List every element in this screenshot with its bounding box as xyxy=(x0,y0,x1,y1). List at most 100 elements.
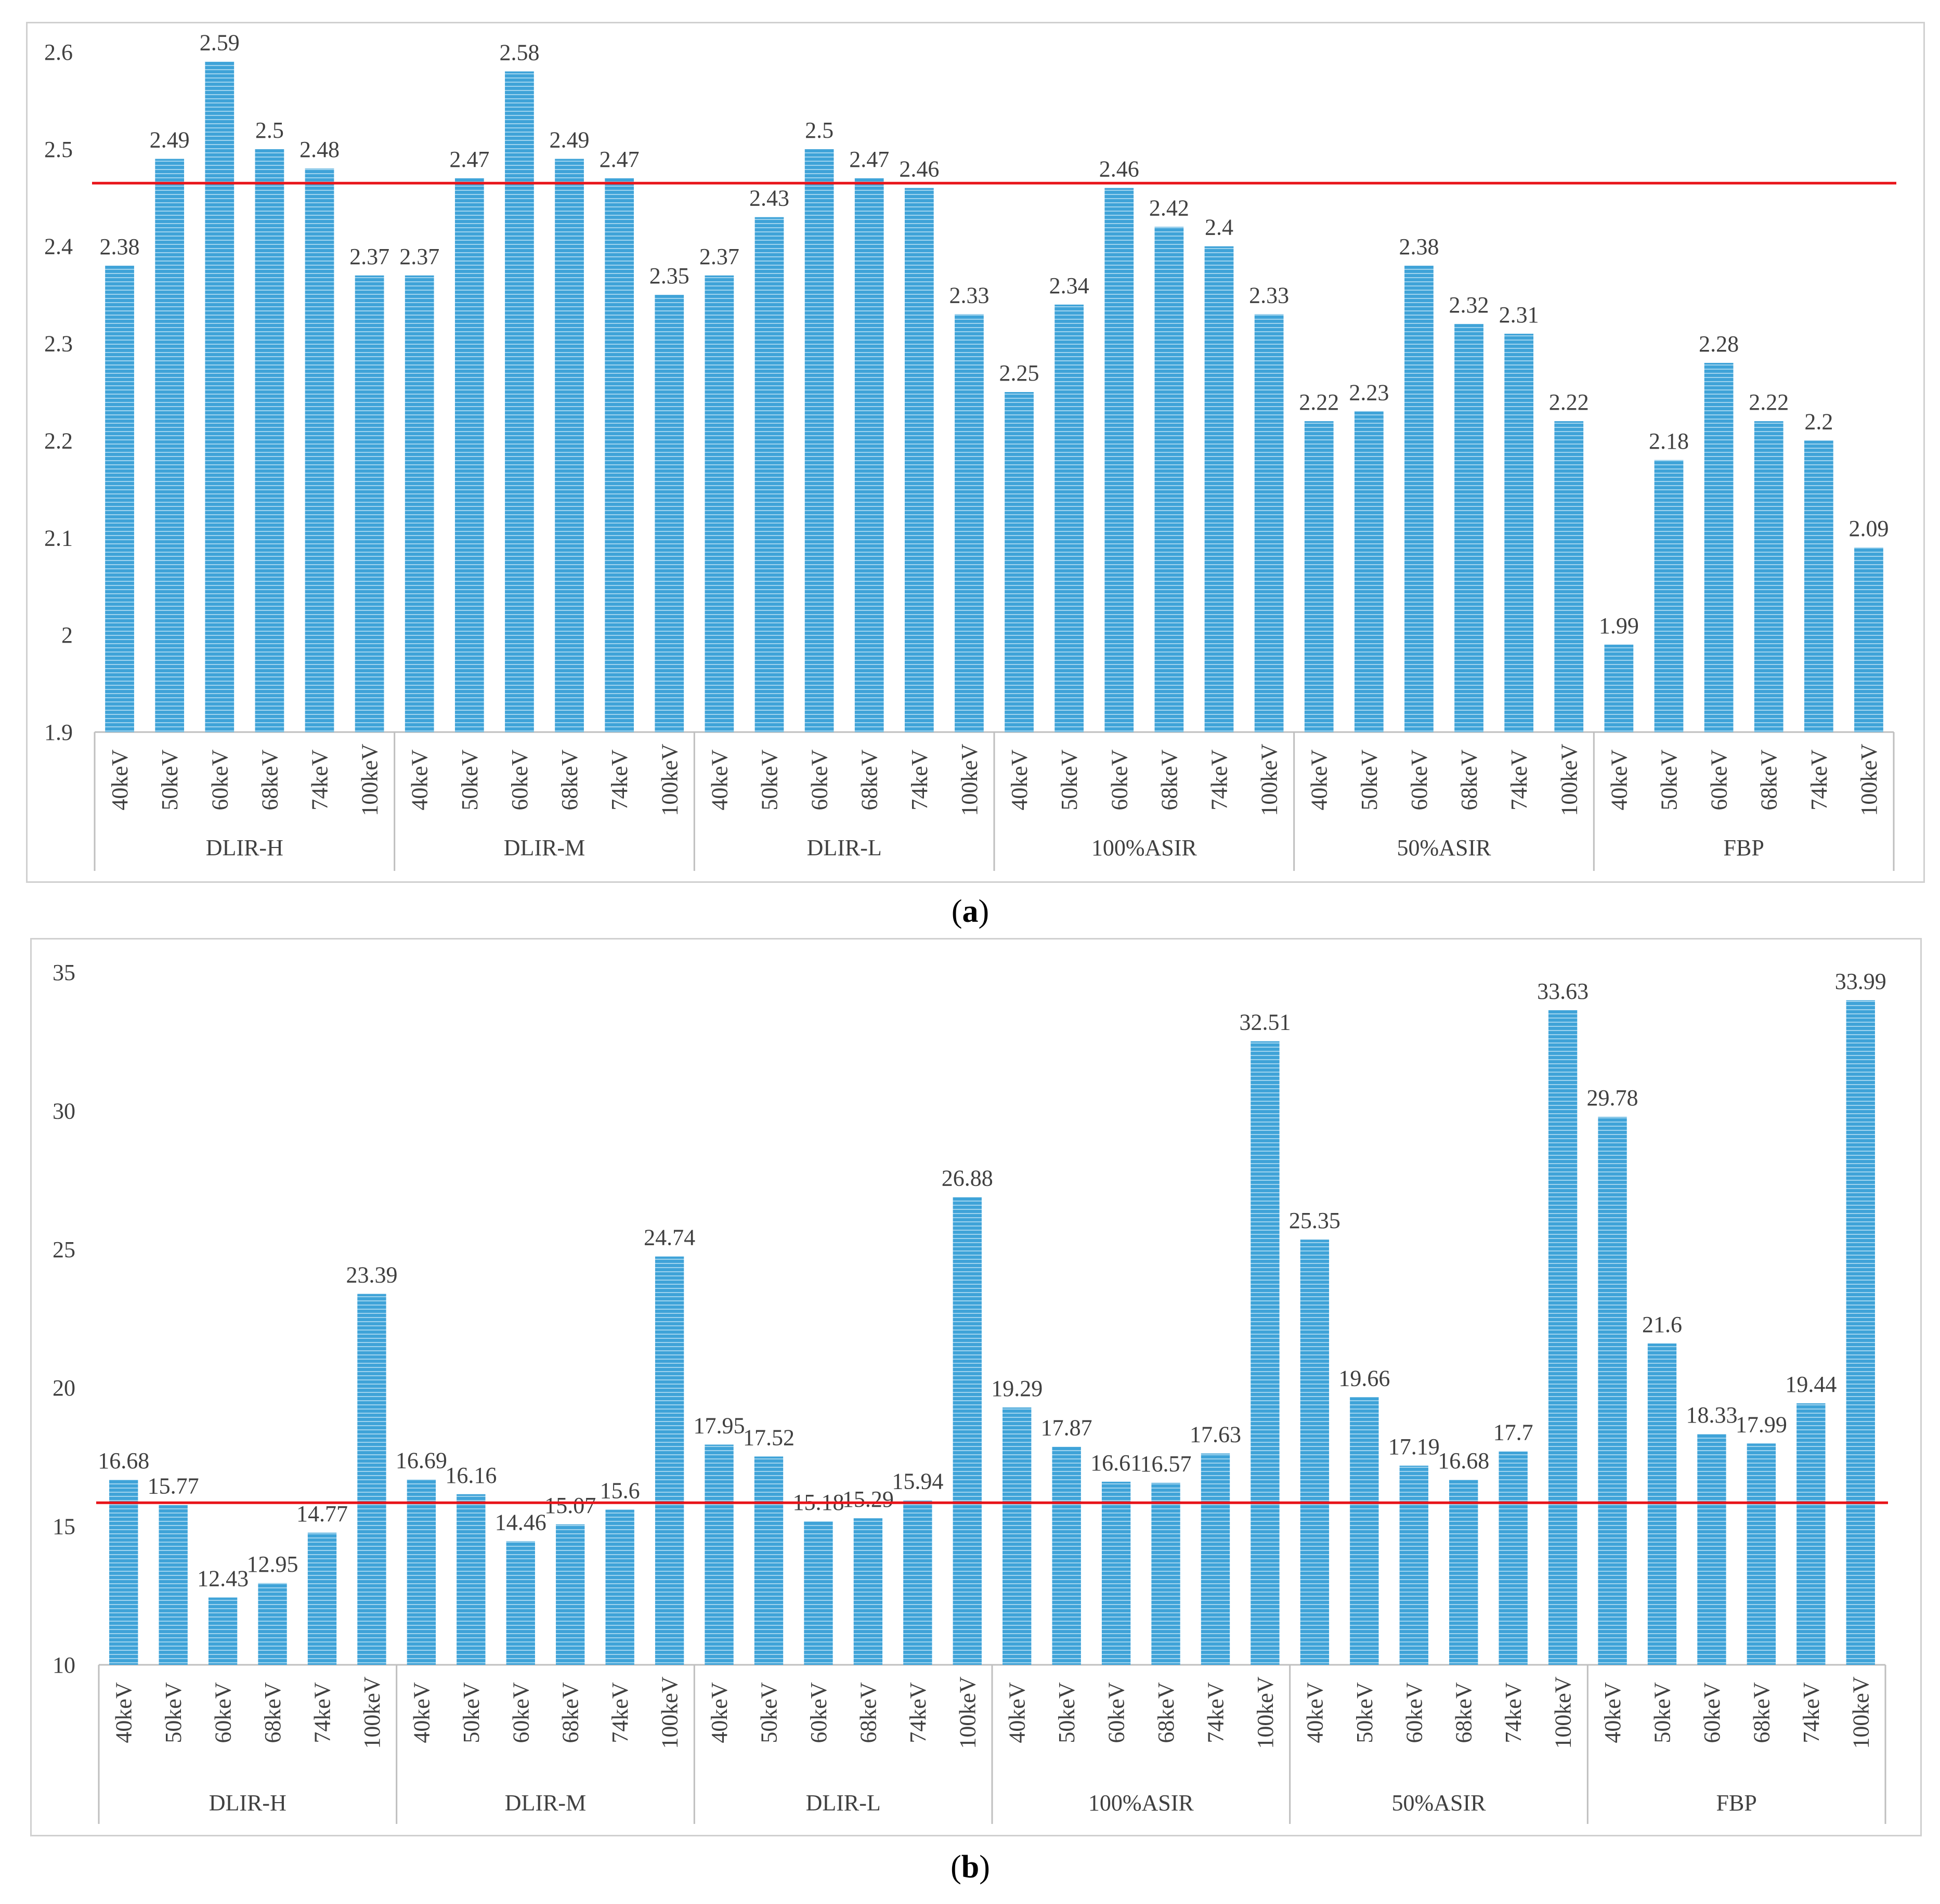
caption-a: (a) xyxy=(951,894,989,929)
bar xyxy=(1454,324,1483,732)
bar-value-label: 19.66 xyxy=(1338,1365,1390,1391)
bar xyxy=(1101,1481,1131,1665)
category-label: 40keV xyxy=(1600,1682,1625,1743)
category-label: 68keV xyxy=(855,1682,881,1743)
bar-value-label: 2.37 xyxy=(349,244,389,269)
bar-value-label: 15.77 xyxy=(148,1473,199,1499)
bar-value-label: 14.77 xyxy=(296,1501,348,1527)
category-label: 50keV xyxy=(1657,749,1682,811)
bar-value-label: 2.38 xyxy=(100,234,140,259)
bar xyxy=(804,149,834,732)
bar xyxy=(1598,1117,1627,1665)
bar-value-label: 2.46 xyxy=(1099,157,1139,182)
bar-value-label: 2.33 xyxy=(949,283,989,308)
bar-value-label: 33.63 xyxy=(1537,979,1589,1004)
y-tick-label: 25 xyxy=(53,1237,75,1262)
bar-value-label: 2.43 xyxy=(749,186,789,211)
bar-value-label: 2.32 xyxy=(1449,292,1489,318)
bar xyxy=(109,1480,138,1665)
bar-value-label: 2.25 xyxy=(999,360,1039,386)
bar-value-label: 16.57 xyxy=(1140,1451,1192,1477)
group-label: 100%ASIR xyxy=(1091,835,1197,860)
bar-value-label: 1.99 xyxy=(1599,613,1639,638)
bar xyxy=(754,217,784,733)
bar xyxy=(1554,421,1584,732)
category-label: 50keV xyxy=(1650,1682,1675,1743)
bar-value-label: 14.46 xyxy=(495,1509,546,1535)
category-label: 100keV xyxy=(1257,744,1282,816)
bar xyxy=(1350,1397,1379,1665)
bar-value-label: 17.87 xyxy=(1041,1415,1092,1441)
category-label: 100keV xyxy=(1848,1676,1873,1749)
bar xyxy=(1251,1041,1280,1665)
bar xyxy=(1846,1000,1875,1665)
category-label: 100keV xyxy=(1856,744,1882,816)
bar xyxy=(1052,1446,1081,1665)
bar-value-label: 2.48 xyxy=(300,137,340,162)
category-label: 60keV xyxy=(807,749,832,811)
bar-value-label: 2.47 xyxy=(600,147,640,172)
category-label: 74keV xyxy=(1806,749,1832,811)
bar-value-label: 2.28 xyxy=(1699,331,1739,357)
bar xyxy=(903,1500,932,1665)
category-label: 74keV xyxy=(1501,1682,1526,1743)
bar-value-label: 2.09 xyxy=(1848,516,1889,541)
category-label: 100keV xyxy=(657,1676,683,1749)
bar xyxy=(155,159,185,732)
bar-value-label: 25.35 xyxy=(1289,1208,1340,1233)
y-tick-label: 2.6 xyxy=(44,40,73,65)
category-label: 40keV xyxy=(1302,1682,1327,1743)
bar-value-label: 16.68 xyxy=(98,1448,149,1473)
bar-value-label: 18.33 xyxy=(1686,1402,1737,1428)
category-label: 74keV xyxy=(307,749,333,811)
bar-value-label: 2.31 xyxy=(1499,302,1539,328)
bar xyxy=(1654,460,1684,732)
category-label: 68keV xyxy=(857,749,882,811)
category-label: 40keV xyxy=(707,1682,732,1743)
bar xyxy=(1354,411,1384,732)
bar xyxy=(1604,644,1634,732)
bar xyxy=(1504,333,1534,732)
y-tick-label: 30 xyxy=(53,1098,75,1124)
bar xyxy=(505,71,534,732)
category-label: 50keV xyxy=(157,749,183,811)
category-label: 68keV xyxy=(1156,749,1182,811)
bar xyxy=(1399,1465,1428,1665)
bar xyxy=(854,178,884,732)
category-label: 68keV xyxy=(1749,1682,1774,1743)
bar xyxy=(105,266,134,733)
bar-value-label: 17.19 xyxy=(1388,1434,1440,1459)
y-tick-label: 2 xyxy=(61,622,73,648)
bar xyxy=(407,1479,436,1665)
bar-value-label: 12.43 xyxy=(197,1566,249,1592)
bar xyxy=(454,178,484,732)
bar-value-label: 16.68 xyxy=(1438,1448,1489,1473)
bar-value-label: 23.39 xyxy=(346,1262,397,1288)
bar-value-label: 2.59 xyxy=(200,30,240,56)
category-label: 74keV xyxy=(1799,1682,1824,1743)
bar-value-label: 19.44 xyxy=(1785,1372,1837,1397)
bar-value-label: 2.47 xyxy=(849,147,889,172)
bar-value-label: 12.95 xyxy=(247,1551,298,1577)
bar xyxy=(1404,266,1434,733)
category-label: 40keV xyxy=(409,1682,434,1743)
bar xyxy=(1054,304,1084,732)
bar-value-label: 16.69 xyxy=(396,1448,447,1473)
bar-value-label: 2.4 xyxy=(1205,215,1233,240)
category-label: 50keV xyxy=(1057,749,1082,811)
bar-value-label: 17.99 xyxy=(1736,1412,1787,1437)
bar xyxy=(1697,1434,1726,1665)
bar xyxy=(1201,1453,1230,1665)
bar-value-label: 16.61 xyxy=(1090,1450,1142,1476)
bar xyxy=(1300,1240,1330,1665)
y-tick-label: 35 xyxy=(53,960,75,985)
y-tick-label: 2.4 xyxy=(44,234,73,259)
category-label: 60keV xyxy=(806,1682,831,1743)
category-label: 68keV xyxy=(1451,1682,1477,1743)
category-label: 74keV xyxy=(905,1682,931,1743)
bar-value-label: 2.49 xyxy=(550,127,590,153)
category-label: 40keV xyxy=(111,1682,137,1743)
category-label: 40keV xyxy=(1307,749,1332,811)
bar xyxy=(1548,1010,1578,1665)
